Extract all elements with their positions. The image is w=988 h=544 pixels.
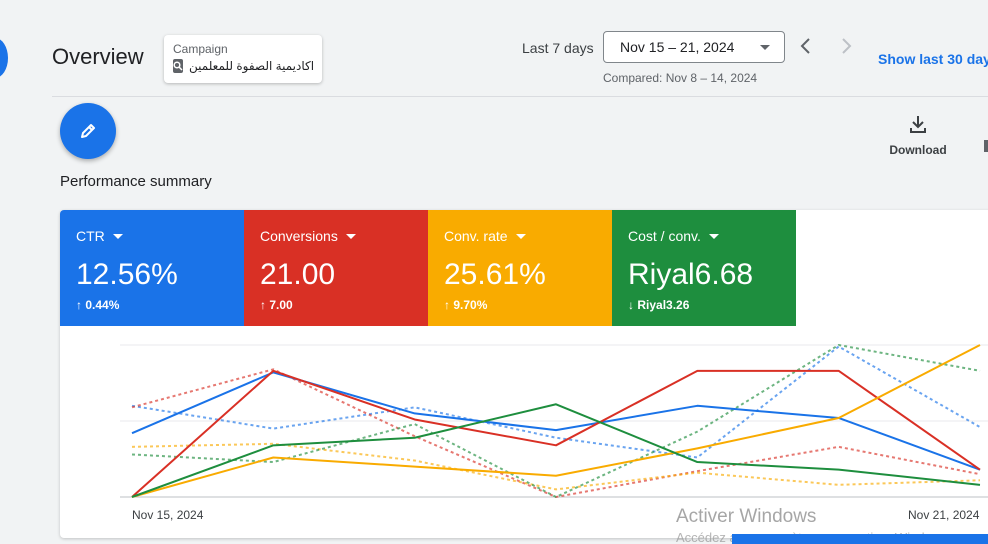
chart-series-line-3 <box>131 403 981 498</box>
metric-value: 25.61% <box>444 258 546 291</box>
chart-series-line-2 <box>131 344 981 498</box>
windows-activation-watermark: Activer Windows <box>676 506 817 527</box>
metric-card-cost-per-conv[interactable]: Cost / conv. Riyal6.68 ↓ Riyal3.26 <box>612 210 796 326</box>
header-divider <box>52 96 988 97</box>
account-avatar-edge[interactable] <box>0 38 8 78</box>
metric-card-ctr[interactable]: CTR 12.56% ↑ 0.44% <box>60 210 244 326</box>
metric-value: 21.00 <box>260 258 336 291</box>
chart-series-line-1 <box>131 369 981 498</box>
taskbar-strip <box>732 534 988 544</box>
page-title: Overview <box>52 44 144 69</box>
metric-card-conv-rate[interactable]: Conv. rate 25.61% ↑ 9.70% <box>428 210 612 326</box>
metric-delta: ↑ 7.00 <box>260 298 293 312</box>
metric-value: Riyal6.68 <box>628 258 754 291</box>
metric-label: CTR <box>76 228 105 244</box>
metric-label: Conversions <box>260 228 338 244</box>
more-options-edge[interactable] <box>984 140 988 152</box>
dropdown-arrow-icon <box>112 233 123 239</box>
section-title: Performance summary <box>60 173 212 190</box>
dropdown-arrow-icon <box>708 233 719 239</box>
chevron-left-icon[interactable] <box>796 36 816 56</box>
campaign-name: اكاديمية الصفوة للمعلمين <box>189 59 315 73</box>
dropdown-arrow-icon <box>345 233 356 239</box>
arrow-up-icon: ↑ <box>444 298 450 312</box>
download-icon <box>910 116 926 133</box>
chart-series-line-5 <box>131 368 981 498</box>
metric-delta: ↑ 9.70% <box>444 298 488 312</box>
campaign-chip-label: Campaign <box>173 42 228 56</box>
campaign-filter-chip[interactable]: Campaign اكاديمية الصفوة للمعلمين <box>164 35 322 83</box>
dropdown-arrow-icon <box>515 233 526 239</box>
date-range-value: Nov 15 – 21, 2024 <box>620 39 735 55</box>
metric-delta: ↓ Riyal3.26 <box>628 298 690 312</box>
chart-series-line-7 <box>131 344 981 498</box>
metric-card-conversions[interactable]: Conversions 21.00 ↑ 7.00 <box>244 210 428 326</box>
metric-value: 12.56% <box>76 258 178 291</box>
date-range-label: Last 7 days <box>522 40 594 56</box>
chart-series-line-6 <box>131 442 981 491</box>
performance-summary-card: CTR 12.56% ↑ 0.44% Conversions 21.00 ↑ 7… <box>60 210 988 538</box>
download-label: Download <box>889 143 947 157</box>
show-last-30-days-link[interactable]: Show last 30 days <box>878 51 988 67</box>
arrow-up-icon: ↑ <box>260 298 266 312</box>
x-axis-tick-label: Nov 15, 2024 <box>132 508 204 522</box>
download-button[interactable]: Download <box>886 114 950 157</box>
metric-label: Conv. rate <box>444 228 508 244</box>
date-range-select[interactable]: Nov 15 – 21, 2024 <box>603 31 785 63</box>
comparison-range: Compared: Nov 8 – 14, 2024 <box>603 71 758 85</box>
pencil-icon <box>81 124 95 138</box>
x-axis-tick-label: Nov 21, 2024 <box>908 508 980 522</box>
edit-button[interactable] <box>60 103 116 159</box>
chevron-right-icon[interactable] <box>836 36 856 56</box>
metric-label: Cost / conv. <box>628 228 701 244</box>
search-campaign-icon <box>173 59 183 73</box>
arrow-down-icon: ↓ <box>628 298 634 312</box>
chart-series-line-4 <box>131 345 981 459</box>
chevron-down-icon <box>760 45 770 50</box>
performance-line-chart <box>120 344 988 498</box>
arrow-up-icon: ↑ <box>76 298 82 312</box>
metric-delta: ↑ 0.44% <box>76 298 120 312</box>
